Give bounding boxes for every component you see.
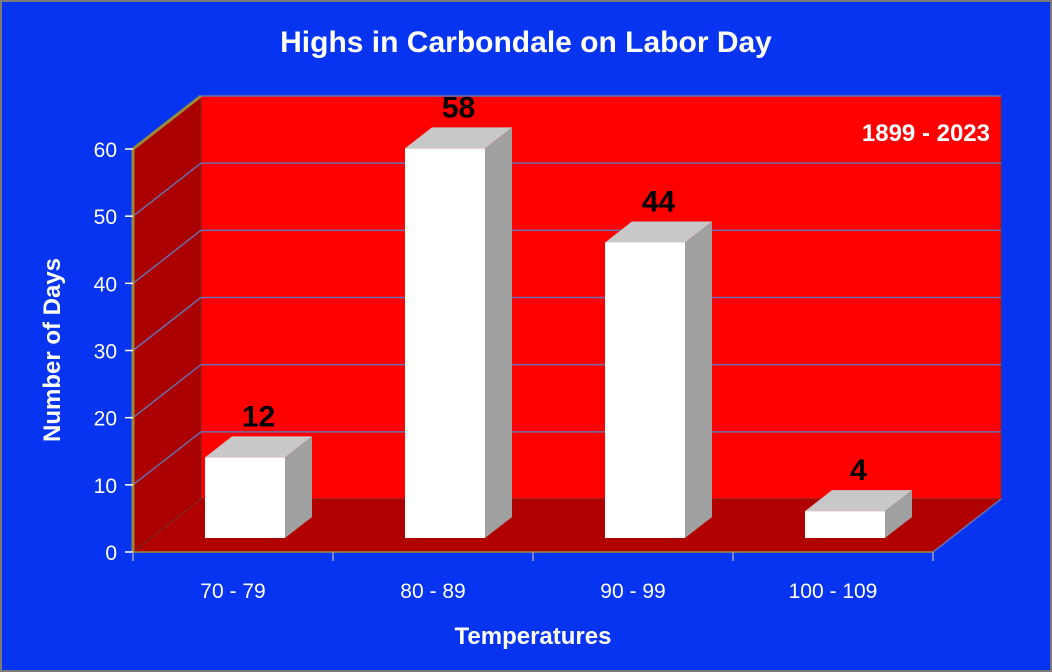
x-tick-label-2: 80 - 89 [400, 580, 465, 603]
bars [205, 127, 912, 538]
chart-title: Highs in Carbondale on Labor Day [280, 26, 772, 59]
gridline-side [132, 229, 202, 284]
bar-side [485, 127, 512, 538]
data-label-3: 44 [642, 185, 676, 218]
chart-subtitle: 1899 - 2023 [862, 120, 990, 147]
data-label-1: 12 [242, 400, 275, 433]
bar-front [205, 457, 285, 538]
bar-front [605, 242, 685, 538]
data-label-4: 4 [850, 454, 867, 487]
data-label-2: 58 [442, 91, 475, 124]
bar-top [405, 127, 512, 149]
bar-top [205, 436, 312, 458]
gridline-side [132, 431, 202, 486]
y-axis-top-edge [132, 94, 202, 151]
y-tick-label-3: 20 [94, 408, 117, 431]
bar-front [805, 511, 885, 538]
y-tick-label-2: 10 [94, 475, 117, 498]
y-axis-label: Number of Days [39, 258, 66, 442]
bar-side [685, 221, 712, 538]
bar-2 [405, 127, 512, 538]
bar-front [405, 148, 485, 538]
bar-1 [205, 436, 312, 538]
bar-side [285, 436, 312, 538]
y-tick-label-6: 50 [94, 206, 117, 229]
x-tick-label-4: 100 - 109 [789, 580, 878, 603]
x-tick-label-1: 70 - 79 [200, 580, 265, 603]
floor-edge [932, 498, 1002, 553]
y-tick-label-7: 60 [94, 139, 117, 162]
gridline-side [132, 296, 202, 352]
bar-side [885, 490, 912, 538]
tick-labels: 70 - 79 80 - 89 90 - 99 100 - 109 0 10 20 30 40 5… [94, 139, 878, 603]
x-tick-label-3: 90 - 99 [600, 580, 665, 603]
y-tick-label-4: 30 [94, 341, 117, 364]
y-tick-label-1: 0 [105, 542, 117, 565]
y-tick-label-5: 40 [94, 273, 117, 296]
bar-4 [805, 490, 912, 538]
x-axis-label: Temperatures [455, 623, 612, 650]
axes [125, 94, 1002, 561]
bar-3 [605, 221, 712, 538]
bar-top [605, 221, 712, 243]
bar-top [805, 490, 912, 512]
gridline-side [132, 162, 202, 217]
gridline-side [132, 364, 202, 419]
